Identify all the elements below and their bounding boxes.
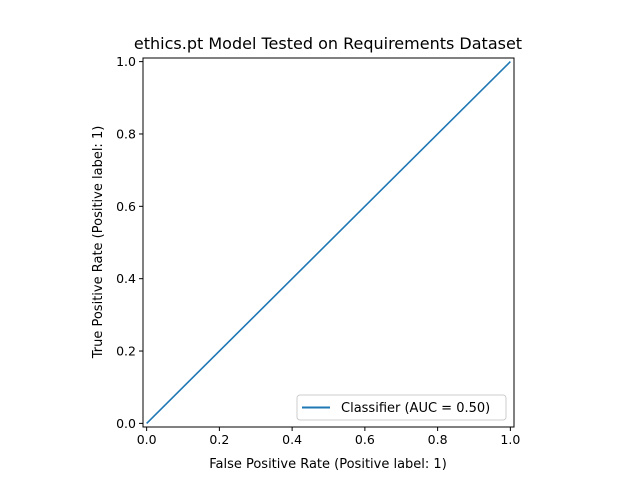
legend: Classifier (AUC = 0.50) bbox=[296, 394, 507, 421]
x-tick-group: 0.0 0.2 0.4 0.6 0.8 1.0 bbox=[137, 427, 520, 447]
x-tick-label: 0.0 bbox=[137, 432, 157, 447]
series-group bbox=[146, 61, 511, 424]
y-tick-label: 0.2 bbox=[116, 344, 136, 359]
y-axis-label: True Positive Rate (Positive label: 1) bbox=[91, 126, 106, 360]
roc-curve-line bbox=[146, 61, 511, 424]
y-tick-label: 1.0 bbox=[116, 54, 136, 69]
x-axis-label: False Positive Rate (Positive label: 1) bbox=[209, 457, 447, 472]
y-tick-label: 0.0 bbox=[116, 416, 136, 431]
legend-label: Classifier (AUC = 0.50) bbox=[341, 401, 490, 416]
x-tick-label: 1.0 bbox=[500, 432, 520, 447]
legend-box bbox=[296, 394, 507, 421]
x-tick-label: 0.8 bbox=[428, 432, 448, 447]
y-tick-label: 0.4 bbox=[116, 271, 136, 286]
plot-frame bbox=[142, 57, 515, 428]
y-tick-label: 0.6 bbox=[116, 199, 136, 214]
y-tick-label: 0.8 bbox=[116, 126, 136, 141]
x-tick-label: 0.2 bbox=[209, 432, 229, 447]
y-tick-group: 0.0 0.2 0.4 0.6 0.8 1.0 bbox=[116, 54, 143, 431]
x-tick-label: 0.6 bbox=[355, 432, 375, 447]
x-tick-label: 0.4 bbox=[282, 432, 302, 447]
chart-title: ethics.pt Model Tested on Requirements D… bbox=[134, 34, 522, 53]
